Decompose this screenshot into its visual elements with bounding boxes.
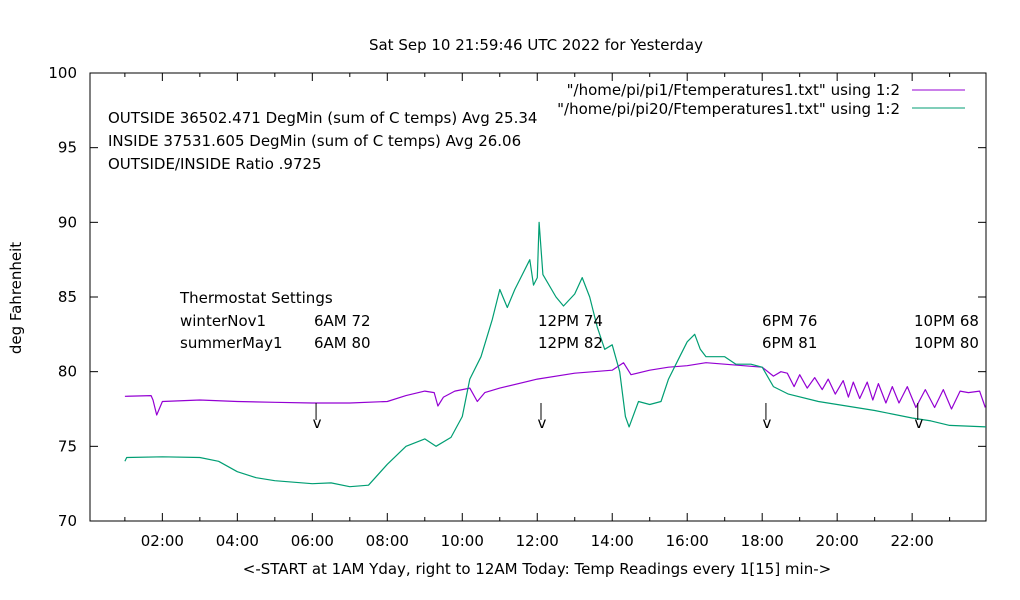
y-tick-label: 100 — [48, 64, 77, 82]
stats-annotations: OUTSIDE 36502.471 DegMin (sum of C temps… — [108, 109, 537, 173]
x-tick-label: 06:00 — [291, 532, 334, 550]
x-tick-label: 12:00 — [516, 532, 559, 550]
legend: "/home/pi/pi1/Ftemperatures1.txt" using … — [557, 81, 965, 118]
legend-label-pi1: "/home/pi/pi1/Ftemperatures1.txt" using … — [567, 81, 900, 99]
stats-inside: INSIDE 37531.605 DegMin (sum of C temps)… — [108, 132, 521, 150]
summer-6pm: 6PM 81 — [762, 334, 817, 352]
thermostat-title: Thermostat Settings — [179, 289, 333, 307]
x-tick-label: 16:00 — [666, 532, 709, 550]
setpoint-arrow-mark: v — [313, 414, 322, 432]
x-tick-label: 08:00 — [366, 532, 409, 550]
y-tick-label: 90 — [58, 213, 77, 231]
winter-6am: 6AM 72 — [314, 312, 371, 330]
x-tick-label: 02:00 — [141, 532, 184, 550]
stats-outside: OUTSIDE 36502.471 DegMin (sum of C temps… — [108, 109, 537, 127]
y-tick-label: 95 — [58, 139, 77, 157]
thermostat-annotations: Thermostat Settings winterNov1 summerMay… — [179, 289, 979, 352]
winter-label: winterNov1 — [180, 312, 266, 330]
y-tick-label: 85 — [58, 288, 77, 306]
summer-12pm: 12PM 82 — [538, 334, 603, 352]
series-line-pi20 — [124, 221, 987, 488]
chart-title: Sat Sep 10 21:59:46 UTC 2022 for Yesterd… — [369, 36, 703, 54]
summer-10pm: 10PM 80 — [914, 334, 979, 352]
y-tick-label: 70 — [58, 512, 77, 530]
summer-label: summerMay1 — [180, 334, 283, 352]
x-tick-label: 04:00 — [216, 532, 259, 550]
x-tick-label: 20:00 — [816, 532, 859, 550]
x-tick-label: 22:00 — [891, 532, 934, 550]
setpoint-arrow-mark: v — [914, 414, 923, 432]
setpoint-arrow-mark: v — [762, 414, 771, 432]
x-tick-label: 10:00 — [441, 532, 484, 550]
y-axis-label: deg Fahrenheit — [7, 242, 25, 354]
y-tick-label: 80 — [58, 363, 77, 381]
winter-10pm: 10PM 68 — [914, 312, 979, 330]
winter-6pm: 6PM 76 — [762, 312, 817, 330]
legend-label-pi20: "/home/pi/pi20/Ftemperatures1.txt" using… — [557, 100, 900, 118]
setpoint-arrow-mark: v — [538, 414, 547, 432]
x-axis-label: <-START at 1AM Yday, right to 12AM Today… — [243, 560, 831, 578]
axis-ticks: 70 75 80 85 90 95 100 02:00 04:00 06:00 08:00 10:00… — [48, 64, 986, 550]
series-line-pi1 — [124, 362, 986, 416]
summer-6am: 6AM 80 — [314, 334, 371, 352]
stats-ratio: OUTSIDE/INSIDE Ratio .9725 — [108, 155, 322, 173]
winter-12pm: 12PM 74 — [538, 312, 603, 330]
x-tick-label: 18:00 — [741, 532, 784, 550]
x-tick-label: 14:00 — [591, 532, 634, 550]
y-tick-label: 75 — [58, 437, 77, 455]
